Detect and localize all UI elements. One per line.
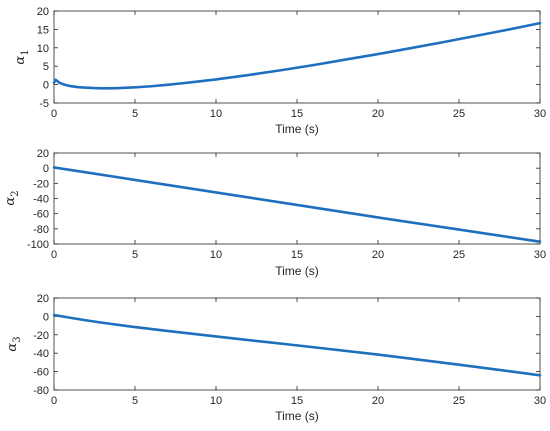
subplot-1-ytick-label: 15	[37, 24, 49, 36]
subplot-2-xtick-label: 20	[372, 249, 384, 261]
subplot-3-ytick-label: -60	[33, 367, 49, 379]
subplot-1-xtick-label: 30	[534, 108, 546, 120]
subplot-1-xtick-label: 5	[132, 108, 138, 120]
subplot-3-ytick-label: -40	[33, 348, 49, 360]
subplot-1-ytick-label: 0	[43, 80, 49, 92]
subplot-1-xtick-label: 25	[453, 108, 465, 120]
subplot-2-xtick-label: 0	[51, 249, 57, 261]
subplot-1-xtick-label: 15	[291, 108, 303, 120]
subplot-2-ytick-label: -60	[33, 209, 49, 221]
subplot-1-ytick-label: 5	[43, 61, 49, 73]
subplot-2-ytick-label: 0	[43, 163, 49, 175]
subplot-3-xtick-label: 30	[534, 395, 546, 407]
subplot-1-ytick-label: 10	[37, 43, 49, 55]
subplot-3-series-line	[52, 313, 542, 377]
subplot-3-ytick-label: 0	[43, 311, 49, 323]
subplot-2-series-line	[52, 166, 542, 244]
subplot-2-xtick-label: 25	[453, 249, 465, 261]
subplot-3-ytick-label: 20	[37, 293, 49, 305]
subplot-3-ytick-label: -20	[33, 330, 49, 342]
subplot-2-xtick-label: 5	[132, 249, 138, 261]
subplot-2-ticks: 0 5 10 15 20 25 30 -100 -80 -60 -40 -20 0 20	[27, 148, 546, 261]
subplot-1-xtick-label: 0	[51, 108, 57, 120]
subplot-2-ytick-label: -80	[33, 224, 49, 236]
subplot-2-ytick-label: -100	[27, 239, 49, 251]
subplot-3-ytick-label: -80	[33, 385, 49, 397]
subplot-2: 0 5 10 15 20 25 30 -100 -80 -60 -40 -20 0 20 Time (s)…	[3, 148, 546, 278]
subplot-3-xtick-label: 10	[210, 395, 222, 407]
subplot-3-xtick-label: 20	[372, 395, 384, 407]
subplot-3: 0 5 10 15 20 25 30 -80 -60 -40 -20 0 20 Time (s) α3	[5, 293, 546, 423]
subplot-1-xlabel: Time (s)	[275, 122, 319, 136]
subplot-3-xtick-label: 15	[291, 395, 303, 407]
subplot-1-series-line	[52, 21, 542, 90]
subplot-2-ytick-label: 20	[37, 148, 49, 160]
subplot-1-xtick-label: 20	[372, 108, 384, 120]
subplot-2-xtick-label: 10	[210, 249, 222, 261]
subplot-1-ylabel: α1	[13, 49, 31, 64]
subplot-2-xtick-label: 30	[534, 249, 546, 261]
subplot-3-xtick-label: 25	[453, 395, 465, 407]
subplot-3-ylabel: α3	[5, 336, 23, 351]
subplot-2-xtick-label: 15	[291, 249, 303, 261]
subplot-2-ytick-label: -40	[33, 194, 49, 206]
subplot-2-ylabel: α2	[3, 190, 21, 205]
subplot-2-xlabel: Time (s)	[275, 264, 319, 278]
subplot-1-xtick-label: 10	[210, 108, 222, 120]
subplot-3-ticks: 0 5 10 15 20 25 30 -80 -60 -40 -20 0 20	[33, 293, 546, 407]
subplot-3-xlabel: Time (s)	[275, 409, 319, 423]
subplot-1-ytick-label: 20	[37, 6, 49, 18]
subplot-3-xtick-label: 0	[51, 395, 57, 407]
subplot-3-xtick-label: 5	[132, 395, 138, 407]
subplot-1-ytick-label: -5	[39, 98, 49, 110]
subplot-2-ytick-label: -20	[33, 178, 49, 190]
